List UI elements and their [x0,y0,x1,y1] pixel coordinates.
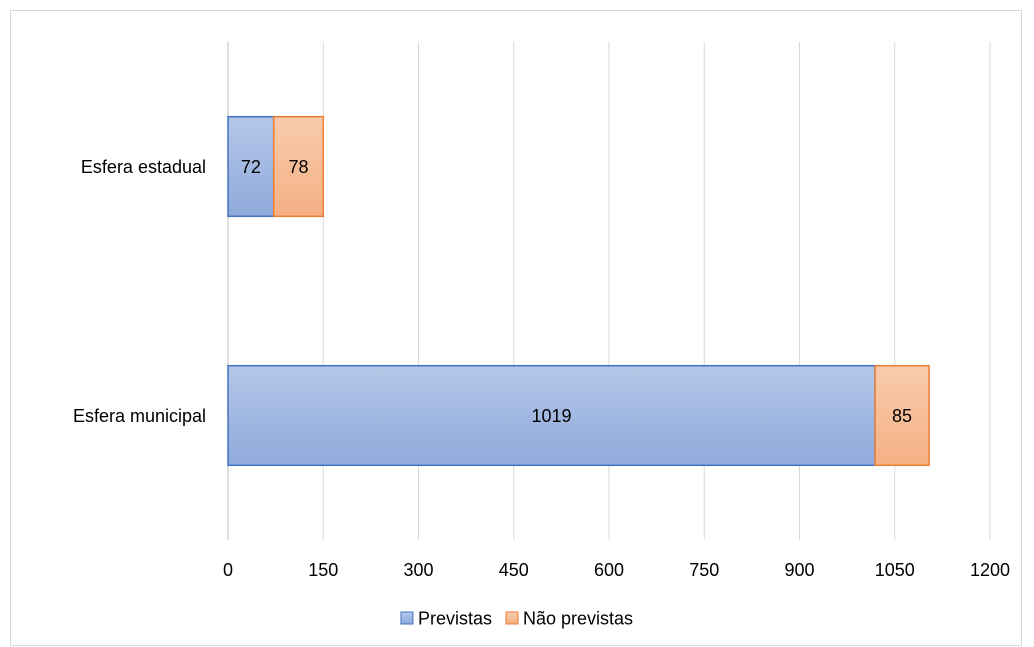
category-label: Esfera municipal [73,406,206,426]
x-tick-label: 750 [689,560,719,580]
x-tick-label: 1050 [875,560,915,580]
x-tick-label: 450 [499,560,529,580]
category-labels: Esfera estadual Esfera municipal [73,157,206,426]
data-label: 78 [288,157,308,177]
x-tick-label: 0 [223,560,233,580]
x-tick-label: 150 [308,560,338,580]
legend-swatch [401,612,413,624]
x-tick-label: 1200 [970,560,1010,580]
legend-swatch [506,612,518,624]
x-tick-label: 600 [594,560,624,580]
legend-label: Não previstas [523,609,633,629]
category-label: Esfera estadual [81,157,206,177]
data-label: 85 [892,406,912,426]
x-tick-label: 900 [784,560,814,580]
bars [228,117,929,466]
x-tick-label: 300 [403,560,433,580]
legend-label: Previstas [418,609,492,629]
data-label: 72 [241,157,261,177]
data-label: 1019 [532,406,572,426]
x-tick-labels: 0 150 300 450 600 750 900 1050 1200 [223,560,1010,580]
legend: Previstas Não previstas [401,609,633,629]
